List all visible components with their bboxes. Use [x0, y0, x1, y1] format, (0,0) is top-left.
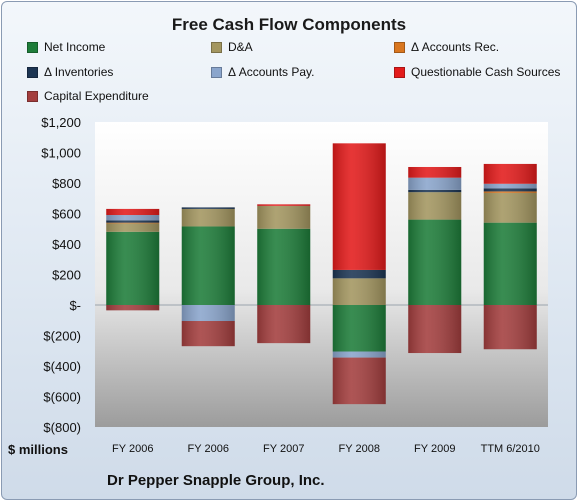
bar-segment-shade: [106, 231, 160, 305]
legend-swatch-inventories: [27, 66, 38, 78]
bar-segment-shade: [408, 192, 462, 220]
bar-segment-shade: [483, 222, 537, 305]
x-tick-label: TTM 6/2010: [481, 443, 540, 455]
bar-segment-shade: [408, 177, 462, 190]
legend-label-inventories: Δ Inventories: [44, 65, 114, 79]
plot-background: [95, 122, 548, 427]
legend-label-da: D&A: [228, 40, 253, 54]
x-tick-label: FY 2008: [339, 443, 380, 455]
legend-label-accounts-rec: Δ Accounts Rec.: [411, 40, 500, 54]
legend-label-capex: Capital Expenditure: [44, 89, 149, 103]
y-tick-label: $1,000: [41, 146, 81, 161]
legend-item-da: D&A: [211, 39, 253, 55]
bar-segment-shade: [332, 269, 386, 279]
bar-segment-shade: [181, 305, 235, 322]
y-tick-label: $1,200: [41, 115, 81, 130]
bar-segment-shade: [332, 143, 386, 270]
bar-segment-shade: [106, 305, 160, 311]
chart-title: Free Cash Flow Components: [171, 15, 407, 34]
x-tick-label: FY 2009: [414, 443, 455, 455]
bar-segment-shade: [257, 228, 311, 305]
legend-item-capex: Capital Expenditure: [27, 88, 149, 104]
bar-segment-shade: [408, 189, 462, 193]
bar-segment-shade: [332, 357, 386, 405]
legend-item-net-income: Net Income: [27, 39, 105, 55]
bar-segment-shade: [106, 223, 160, 232]
bar-segment-shade: [483, 188, 537, 192]
bar-segment-shade: [257, 204, 311, 206]
bar-segment-shade: [332, 351, 386, 358]
bar-segment-shade: [181, 208, 235, 227]
bar-segment-shade: [106, 215, 160, 221]
bar-segment-shade: [106, 220, 160, 223]
legend-item-questionable: Questionable Cash Sources: [394, 64, 560, 80]
legend-swatch-capex: [27, 90, 38, 102]
bar-segment-shade: [332, 305, 386, 352]
legend-swatch-accounts-rec: [394, 41, 405, 53]
bar-segment-shade: [257, 305, 311, 344]
legend-item-accounts-rec: Δ Accounts Rec.: [394, 39, 499, 55]
bar-segment-shade: [483, 192, 537, 223]
x-tick-label: FY 2007: [263, 443, 304, 455]
x-tick-label: FY 2006: [188, 443, 229, 455]
legend-label-questionable: Questionable Cash Sources: [411, 65, 561, 79]
bar-segment-shade: [181, 226, 235, 305]
legend-item-accounts-pay: Δ Accounts Pay.: [211, 64, 315, 80]
units-label: $ millions: [8, 442, 68, 457]
y-tick-label: $600: [52, 207, 81, 222]
y-tick-label: $(600): [43, 390, 81, 405]
bar-segment-shade: [106, 222, 160, 224]
y-tick-label: $(200): [43, 329, 81, 344]
bar-segment-shade: [408, 305, 462, 354]
bar-segment-shade: [257, 205, 311, 229]
bar-segment-shade: [408, 166, 462, 178]
y-tick-label: $(800): [43, 420, 81, 435]
bar-segment-shade: [483, 163, 537, 184]
x-tick-label: FY 2006: [112, 443, 153, 455]
bar-segment-shade: [332, 278, 386, 305]
bar-segment-shade: [181, 321, 235, 347]
legend-swatch-accounts-pay: [211, 66, 222, 78]
company-name: Dr Pepper Snapple Group, Inc.: [107, 472, 325, 489]
y-tick-label: $400: [52, 237, 81, 252]
legend-label-net-income: Net Income: [44, 40, 106, 54]
bar-segment-shade: [483, 191, 537, 193]
y-tick-label: $(400): [43, 359, 81, 374]
bar-segment-shade: [483, 305, 537, 350]
y-tick-label: $800: [52, 176, 81, 191]
y-tick-label: $-: [69, 298, 81, 313]
bar-segment-shade: [181, 207, 235, 209]
legend: Net Income D&A Δ Accounts Rec. Δ Invento…: [2, 2, 576, 112]
bar-segment-shade: [483, 183, 537, 189]
legend-item-inventories: Δ Inventories: [27, 64, 113, 80]
bar-segment-shade: [408, 219, 462, 305]
bar-segment-shade: [106, 208, 160, 216]
legend-swatch-da: [211, 41, 222, 53]
y-tick-label: $200: [52, 268, 81, 283]
legend-swatch-questionable: [394, 66, 405, 78]
legend-label-accounts-pay: Δ Accounts Pay.: [228, 65, 315, 79]
legend-swatch-net-income: [27, 41, 38, 53]
